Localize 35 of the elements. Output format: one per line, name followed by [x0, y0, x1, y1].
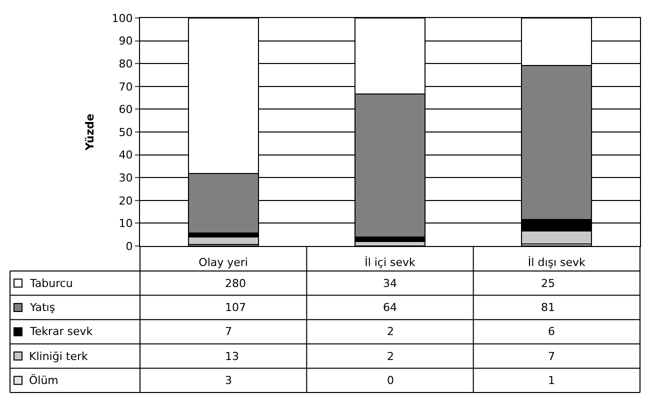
y-tick-label: 30 [118, 171, 133, 184]
text: 7 [225, 325, 232, 338]
y-tick-label: 90 [118, 34, 133, 48]
legend-label: Kliniği terk [29, 350, 88, 363]
text: 3 [225, 374, 232, 387]
text: 280 [225, 277, 246, 290]
x-tick-label: İl dışı sevk [528, 255, 586, 270]
text: 13 [225, 350, 239, 363]
y-tick-label: 80 [118, 57, 133, 70]
text: 81 [541, 301, 555, 314]
y-tick-label: 0 [126, 240, 133, 253]
text: 2 [387, 325, 394, 338]
text: 1 [548, 374, 555, 387]
text: 7 [548, 350, 555, 363]
text: 25 [541, 277, 555, 290]
text: 2 [387, 350, 394, 363]
text: 6 [548, 325, 555, 338]
text: 0 [387, 374, 394, 387]
y-tick-label: 20 [118, 194, 133, 208]
y-tick-label: 70 [118, 80, 133, 94]
legend-label: Taburcu [29, 277, 73, 290]
x-tick-label: Olay yeri [198, 256, 248, 270]
x-tick-label: İl içi sevk [364, 255, 416, 270]
y-tick-label: 100 [112, 12, 133, 25]
legend-label: Tekrar sevk [29, 325, 94, 338]
y-tick-label: 50 [118, 126, 133, 139]
legend-label: Yatış [29, 301, 56, 314]
y-axis-title: Yüzde [83, 114, 96, 152]
text: 34 [383, 277, 397, 290]
text: 107 [225, 301, 246, 314]
y-tick-label: 40 [118, 148, 133, 162]
y-tick-label: 10 [118, 217, 133, 230]
legend-label: Ölüm [29, 373, 58, 387]
y-tick-label: 60 [118, 103, 133, 116]
text: 64 [383, 301, 397, 314]
